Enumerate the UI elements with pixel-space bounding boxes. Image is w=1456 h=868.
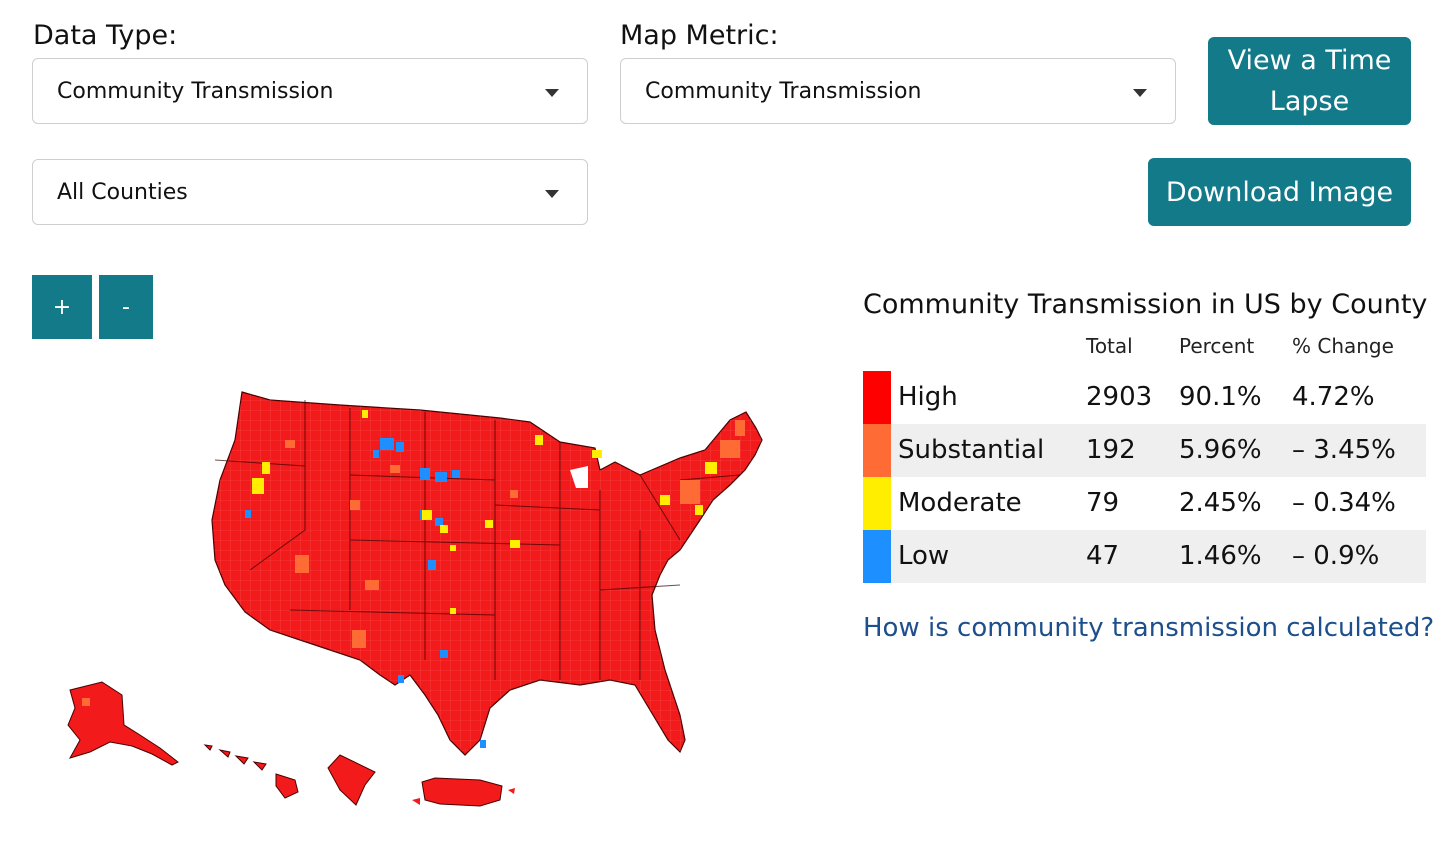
map-metric-label: Map Metric: <box>620 20 779 51</box>
zoom-in-button[interactable]: + <box>32 275 92 339</box>
county-markers <box>245 410 745 748</box>
map-metric-value: Community Transmission <box>645 78 922 104</box>
legend-row-moderate: Moderate 79 2.45% – 0.34% <box>863 477 1426 530</box>
change-value: – 0.34% <box>1292 488 1396 518</box>
percent-value: 5.96% <box>1179 435 1262 465</box>
map-region-contiguous-us[interactable] <box>211 391 763 756</box>
legend-row-low: Low 47 1.46% – 0.9% <box>863 530 1426 583</box>
swatch-moderate <box>863 477 891 530</box>
map-metric-select[interactable]: Community Transmission <box>620 58 1176 124</box>
percent-value: 1.46% <box>1179 541 1262 571</box>
map-region-alaska[interactable] <box>67 681 179 766</box>
chevron-down-icon <box>545 89 559 97</box>
legend-title: Community Transmission in US by County <box>863 289 1428 320</box>
level-label: Low <box>898 541 950 571</box>
guam-shape[interactable] <box>327 754 376 806</box>
zoom-out-button[interactable]: - <box>99 275 153 339</box>
map-region-hawaii[interactable] <box>203 744 299 799</box>
time-lapse-label-line1: View a Time <box>1227 45 1392 76</box>
download-image-button[interactable]: Download Image <box>1148 158 1411 226</box>
map-region-puerto-rico[interactable] <box>412 777 515 807</box>
percent-value: 90.1% <box>1179 382 1262 412</box>
level-label: Substantial <box>898 435 1045 465</box>
county-filter-value: All Counties <box>57 179 188 205</box>
legend-row-substantial: Substantial 192 5.96% – 3.45% <box>863 424 1426 477</box>
puerto-rico-shape[interactable] <box>421 777 503 807</box>
swatch-high <box>863 371 891 424</box>
total-value: 47 <box>1086 541 1120 571</box>
total-value: 192 <box>1086 435 1136 465</box>
alaska-shape[interactable] <box>67 681 179 766</box>
change-value: – 0.9% <box>1292 541 1380 571</box>
level-label: High <box>898 382 958 412</box>
time-lapse-label-line2: Lapse <box>1269 86 1350 117</box>
swatch-low <box>863 530 891 583</box>
swatch-substantial <box>863 424 891 477</box>
percent-value: 2.45% <box>1179 488 1262 518</box>
data-type-label: Data Type: <box>33 20 178 51</box>
help-link[interactable]: How is community transmission calculated… <box>863 613 1435 643</box>
us-county-map[interactable] <box>40 380 830 860</box>
total-value: 2903 <box>1086 382 1153 412</box>
total-value: 79 <box>1086 488 1120 518</box>
map-region-guam[interactable] <box>327 754 376 806</box>
county-filter-select[interactable]: All Counties <box>32 159 588 225</box>
chevron-down-icon <box>545 190 559 198</box>
time-lapse-button[interactable]: View a Time Lapse <box>1208 37 1411 125</box>
legend-row-high: High 2903 90.1% 4.72% <box>863 371 1426 424</box>
header-total: Total <box>1086 334 1133 358</box>
change-value: 4.72% <box>1292 382 1375 412</box>
header-percent: Percent <box>1179 334 1255 358</box>
chevron-down-icon <box>1133 89 1147 97</box>
header-change: % Change <box>1292 334 1394 358</box>
change-value: – 3.45% <box>1292 435 1396 465</box>
data-type-select[interactable]: Community Transmission <box>32 58 588 124</box>
level-label: Moderate <box>898 488 1022 518</box>
data-type-value: Community Transmission <box>57 78 334 104</box>
